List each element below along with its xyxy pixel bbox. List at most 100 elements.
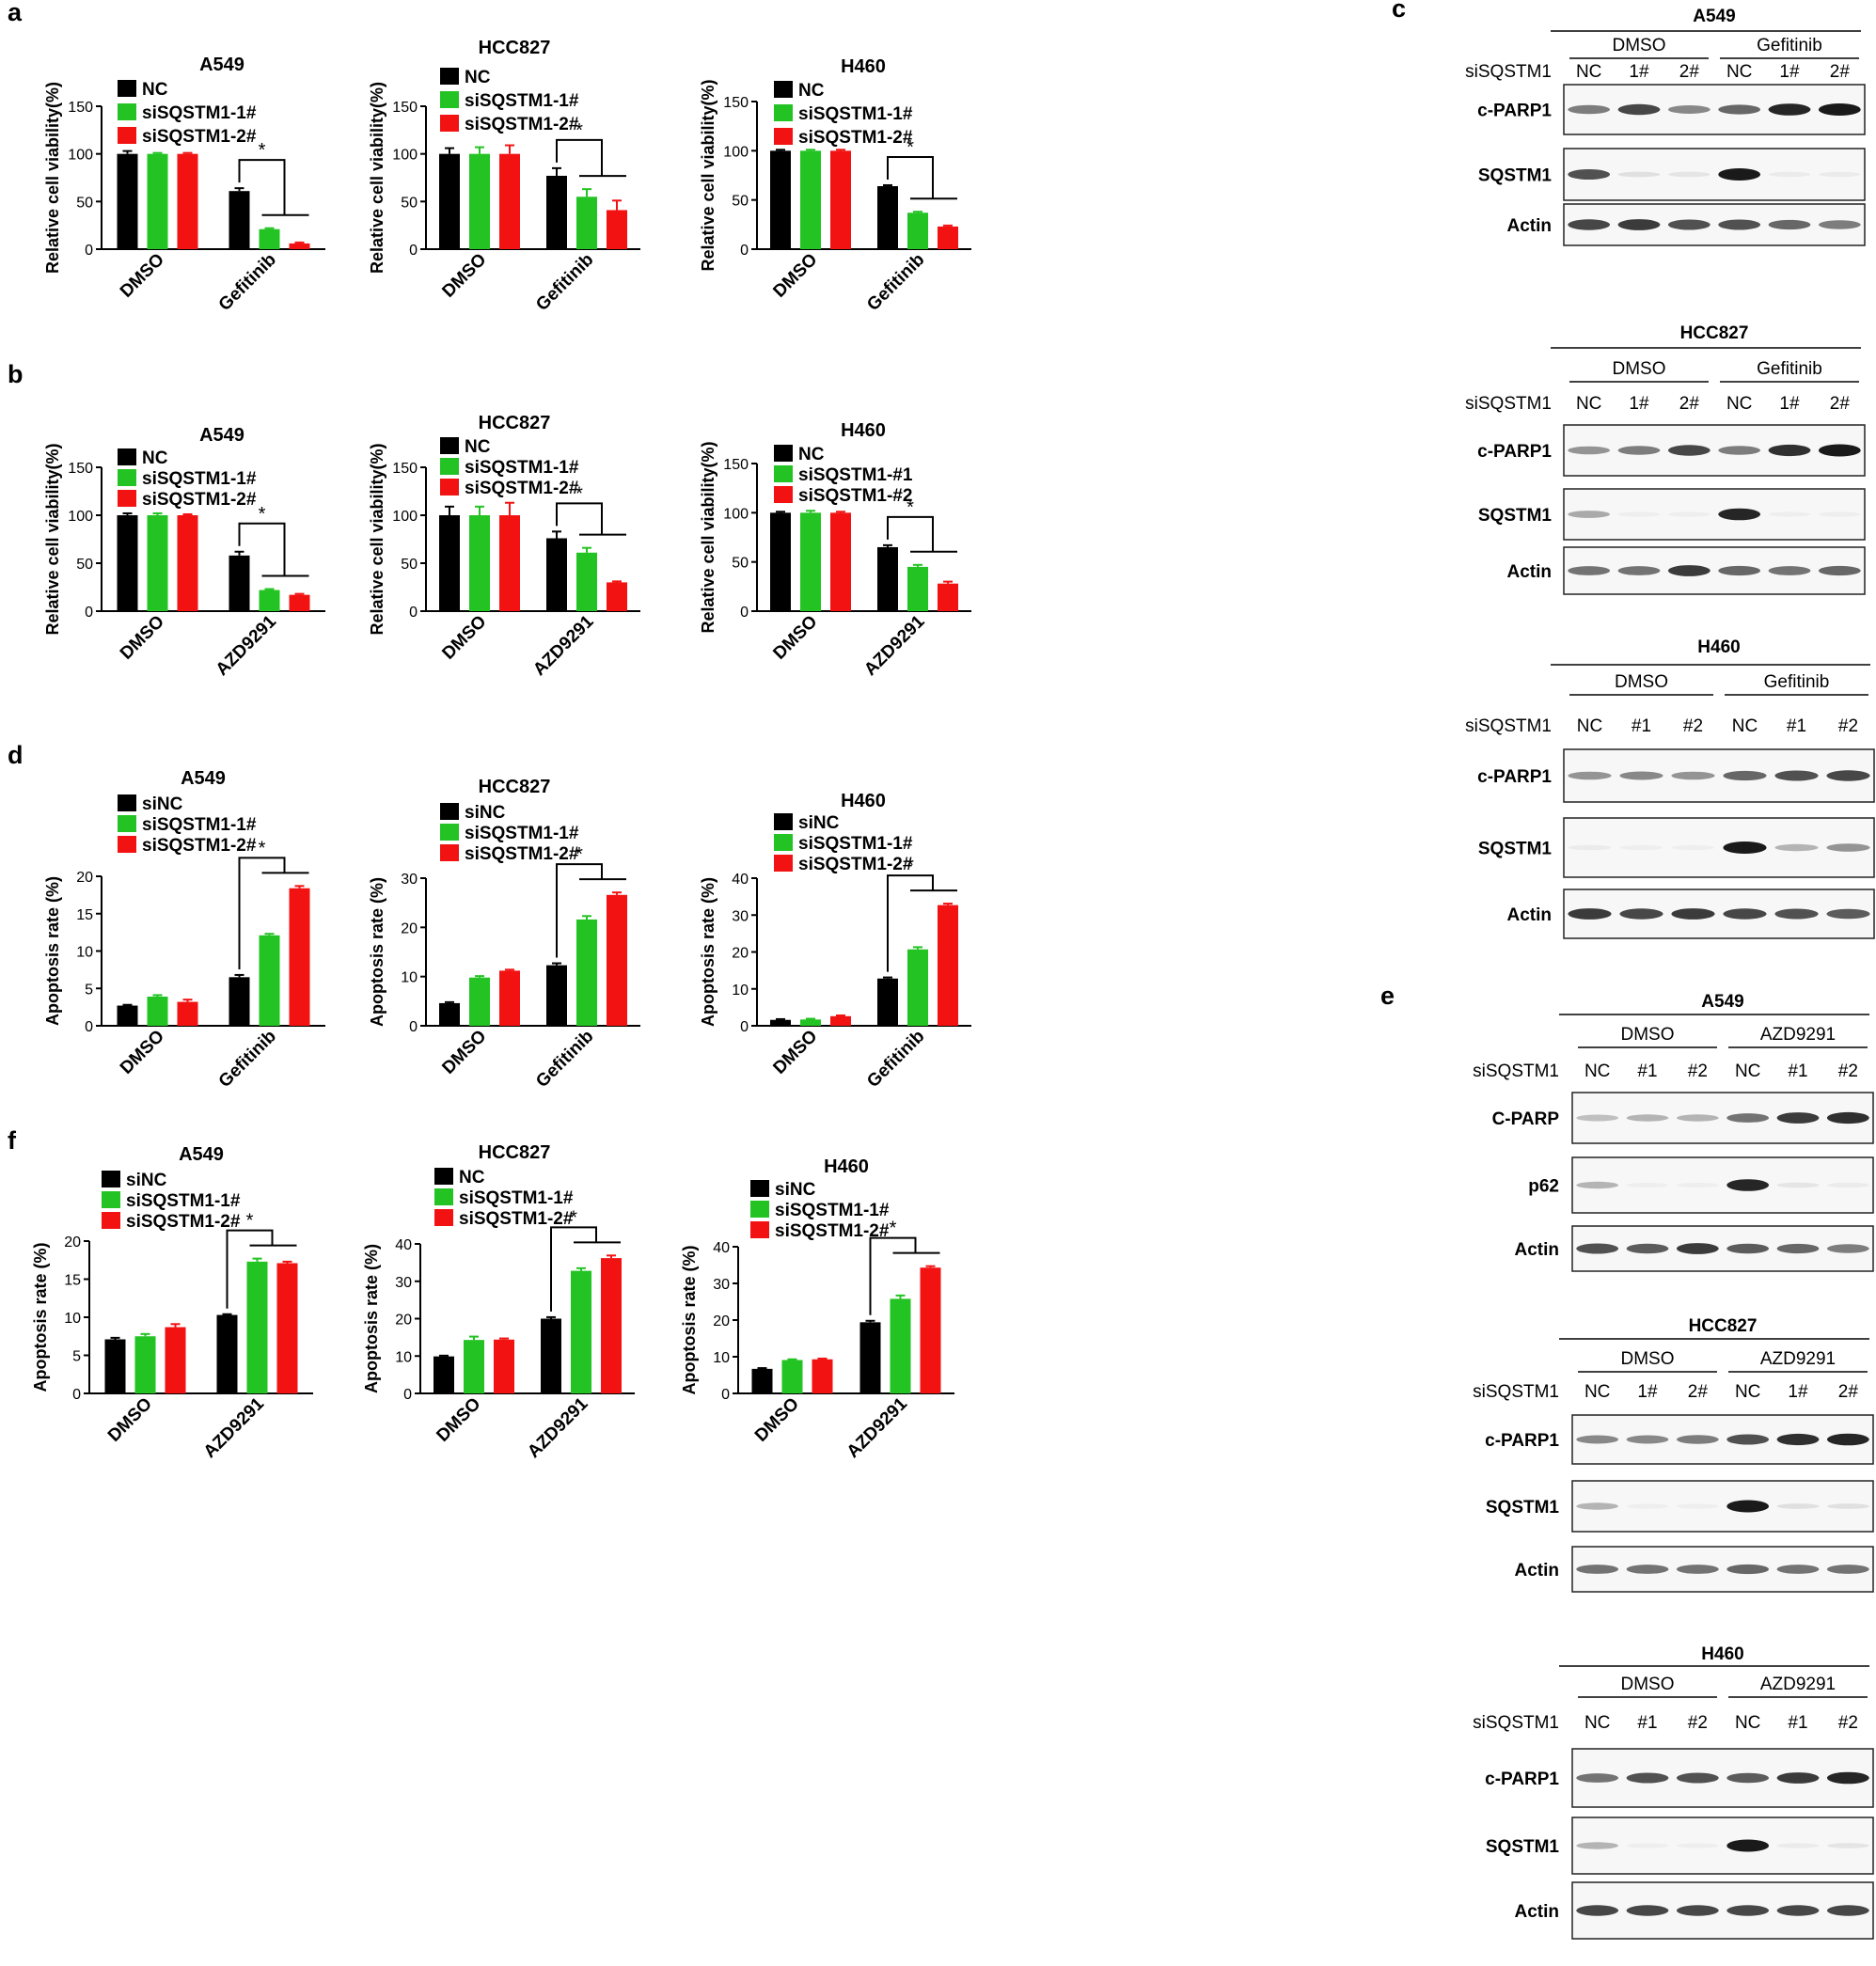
panel-label: b <box>8 360 24 388</box>
bar <box>890 1298 911 1393</box>
blot-band <box>1568 169 1611 180</box>
blot-band <box>1676 1905 1719 1916</box>
chart-2: H460 NC siSQSTM1-1# siSQSTM1-2# 0 50 100 150 Rel… <box>699 56 971 315</box>
blot-treatment: Gefitinib <box>1757 359 1822 379</box>
bar <box>165 1327 186 1393</box>
significance-bracket <box>556 502 603 535</box>
blot-band <box>1568 511 1611 518</box>
x-tick-label: AZD9291 <box>200 1393 269 1462</box>
bar <box>117 515 138 611</box>
blot-band <box>1768 103 1811 116</box>
blot-box <box>1571 1225 1874 1272</box>
blot-lane-label: 1# <box>1629 394 1649 414</box>
blot-band <box>1667 565 1710 576</box>
blot-band <box>1626 1243 1669 1254</box>
blot-band <box>1826 1433 1869 1446</box>
legend-swatch <box>118 80 136 97</box>
y-tick-label: 0 <box>409 1019 418 1035</box>
legend-swatch <box>434 1188 453 1205</box>
legend-label: siSQSTM1-2# <box>459 1209 574 1229</box>
legend-label: NC <box>142 80 168 100</box>
blot-band <box>1576 1435 1619 1444</box>
y-tick-label: 50 <box>76 557 93 573</box>
blot-cell-line: A549 <box>1693 7 1735 26</box>
bar <box>469 977 490 1026</box>
blot-band <box>1826 843 1870 852</box>
blot-band <box>1723 770 1767 781</box>
blot-band <box>1818 444 1861 457</box>
y-tick-label: 20 <box>401 920 418 936</box>
legend-label: siSQSTM1-1# <box>798 834 913 854</box>
blot-band <box>1776 1772 1820 1784</box>
blot-protein-label: c-PARP1 <box>1477 767 1552 787</box>
y-axis-label: Relative cell viability(%) <box>43 443 62 635</box>
blot-band <box>1676 1843 1719 1848</box>
blot-band <box>1826 1905 1869 1916</box>
blot-band <box>1718 446 1761 455</box>
y-tick-label: 0 <box>740 1019 749 1035</box>
bar <box>216 1314 238 1393</box>
bar <box>117 1005 138 1026</box>
blot-lane-label: 1# <box>1779 394 1800 414</box>
significance-bracket <box>550 1226 597 1312</box>
blot-band <box>1768 219 1811 230</box>
y-axis-label: Apoptosis rate (%) <box>43 876 62 1026</box>
legend-label: siSQSTM1-2# <box>798 855 913 874</box>
legend-swatch <box>118 794 136 811</box>
y-tick-label: 0 <box>85 605 93 621</box>
significance-star: * <box>246 1211 254 1232</box>
bar <box>177 1001 198 1026</box>
bar <box>571 1270 591 1393</box>
y-tick-label: 150 <box>723 457 749 473</box>
legend-swatch <box>440 115 459 132</box>
blot-band <box>1671 844 1715 851</box>
blot-band <box>1826 1111 1869 1125</box>
legend-label: NC <box>459 1168 485 1187</box>
blot-band <box>1619 844 1663 851</box>
y-tick-label: 0 <box>409 243 418 259</box>
blot-row-label: siSQSTM1 <box>1465 394 1552 414</box>
blot-band <box>1776 1243 1820 1254</box>
blot-lane-label: #2 <box>1838 1713 1858 1733</box>
blot-band <box>1818 103 1861 116</box>
x-tick-label: AZD9291 <box>860 611 929 680</box>
blot-3: e A549 DMSO AZD9291 siSQSTM1 NC #1 #2 NC #1 #2 C-PA… <box>1380 982 1874 1272</box>
bar <box>147 996 168 1026</box>
significance-star: * <box>575 483 583 504</box>
legend-swatch <box>440 437 459 454</box>
blot-cell-line: HCC827 <box>1680 323 1749 343</box>
y-tick-label: 30 <box>395 1275 412 1291</box>
legend-label: siNC <box>465 803 506 823</box>
x-tick-label: DMSO <box>751 1394 803 1446</box>
x-tick-label: DMSO <box>438 250 490 302</box>
blot-band <box>1774 770 1819 781</box>
blot-band <box>1718 168 1761 181</box>
legend-label: NC <box>798 81 825 101</box>
legend-swatch <box>774 81 793 98</box>
y-tick-label: 50 <box>76 195 93 211</box>
blot-treatment: AZD9291 <box>1760 1675 1836 1694</box>
legend-swatch <box>440 91 459 108</box>
blot-lane-label: 2# <box>1830 394 1851 414</box>
legend-swatch <box>750 1201 769 1218</box>
blot-band <box>1718 565 1761 576</box>
y-axis-label: Apoptosis rate (%) <box>31 1242 50 1392</box>
blot-band <box>1667 445 1710 456</box>
legend-swatch <box>440 458 459 475</box>
significance-star: * <box>906 856 914 876</box>
blot-band <box>1626 1843 1669 1848</box>
x-tick-label: Gefitinib <box>532 250 597 315</box>
blot-lane-label: 2# <box>1838 1382 1859 1402</box>
blot-protein-label: Actin <box>1515 1561 1560 1581</box>
blot-band <box>1776 1565 1820 1574</box>
x-tick-label: AZD9291 <box>843 1393 912 1462</box>
bar <box>147 515 168 611</box>
blot-box <box>1571 1092 1874 1144</box>
y-axis-label: Apoptosis rate (%) <box>362 1244 381 1393</box>
legend-swatch <box>774 486 793 503</box>
bar <box>800 512 821 611</box>
blot-protein-label: Actin <box>1507 905 1553 925</box>
bar <box>800 150 821 249</box>
